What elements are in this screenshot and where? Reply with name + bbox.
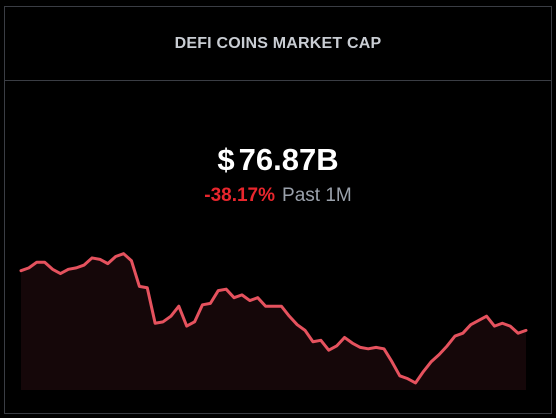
series-line (19, 252, 528, 385)
area-fill (21, 253, 526, 390)
change-percent: -38.17% (204, 185, 276, 206)
market-cap-area-chart (19, 252, 528, 390)
change-row: -38.17% Past 1M (5, 185, 551, 207)
value-block: $ 76.87B -38.17% Past 1M (5, 143, 551, 207)
card-title: DEFI COINS MARKET CAP (174, 34, 382, 52)
card-header: DEFI COINS MARKET CAP (5, 7, 551, 81)
currency-symbol: $ (217, 142, 235, 177)
market-cap-value: $ 76.87B (5, 143, 551, 177)
change-period: Past 1M (282, 185, 352, 206)
market-cap-amount: 76.87B (238, 142, 339, 177)
